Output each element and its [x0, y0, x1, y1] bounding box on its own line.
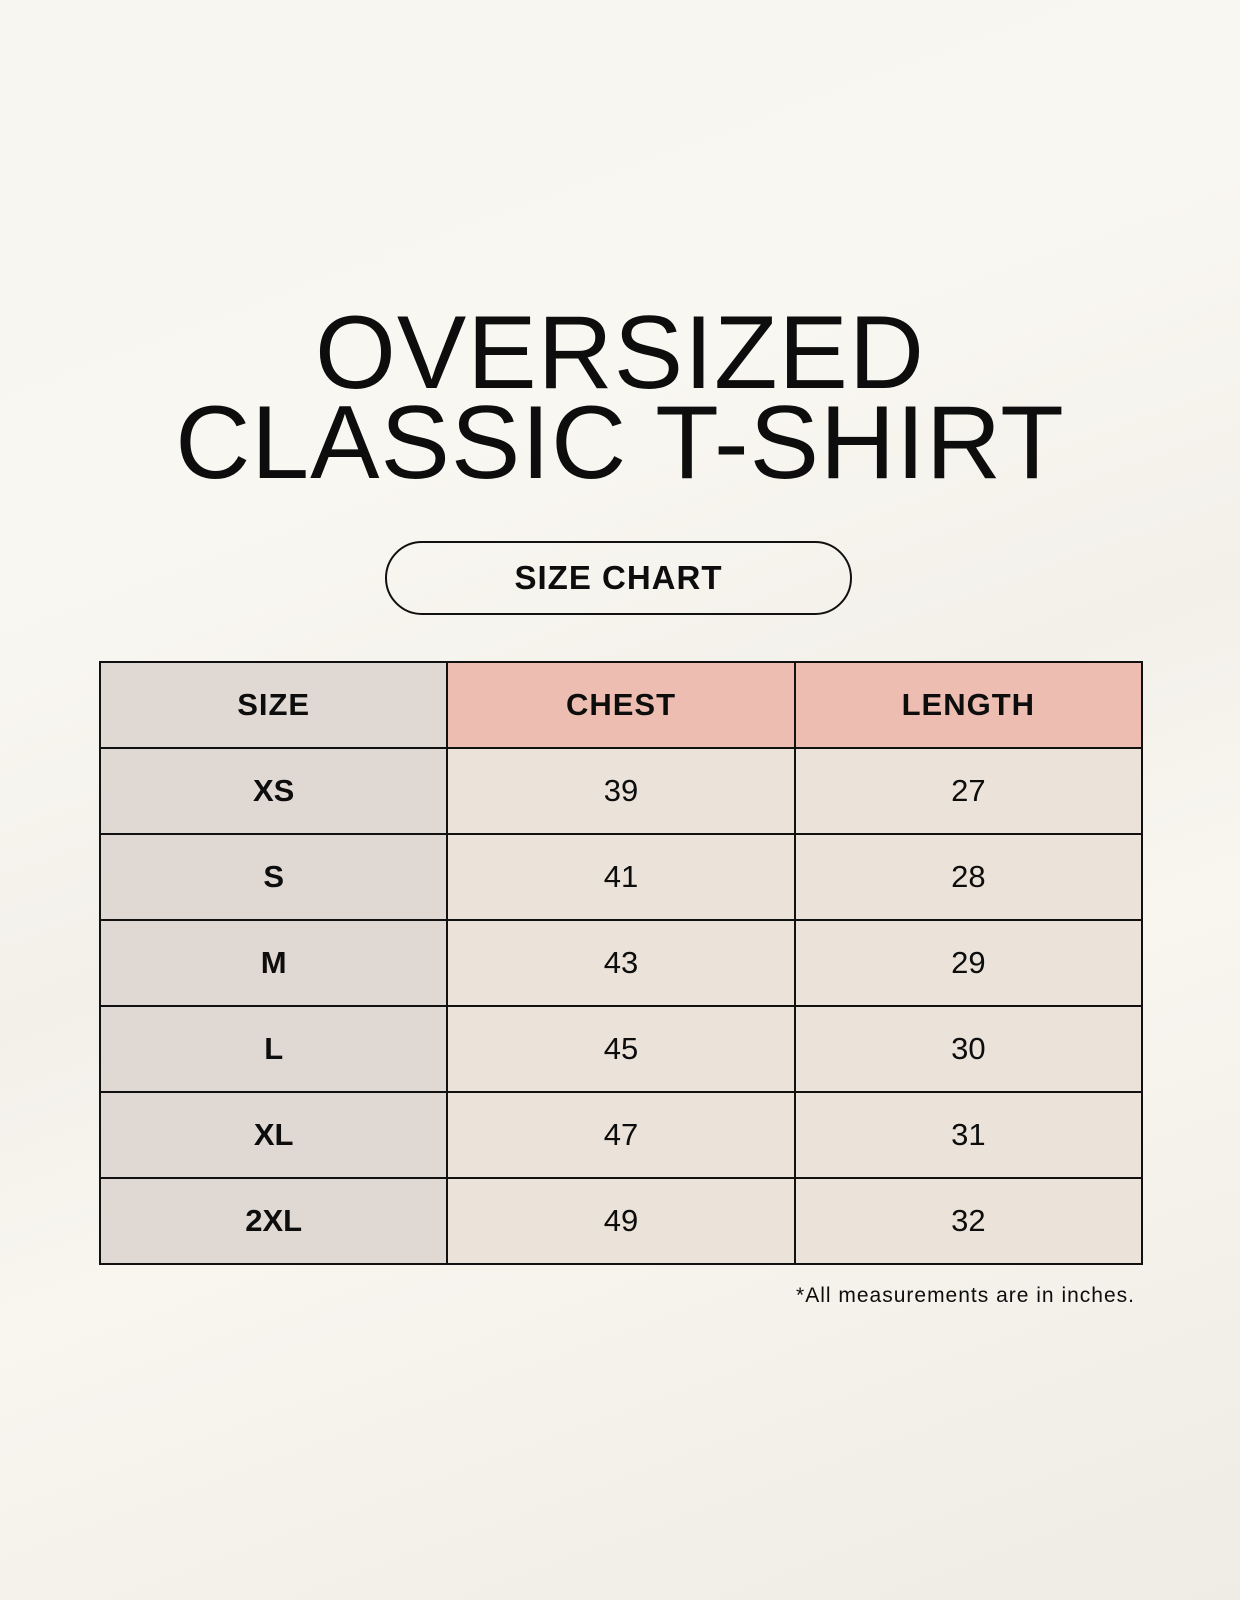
table-row: XS 39 27 [98, 747, 1144, 835]
title-line-2: CLASSIC T-SHIRT [175, 385, 1065, 501]
size-table: SIZE CHEST LENGTH XS 39 27 S 41 28 M 43 29 L 45 30 X… [98, 661, 1144, 1265]
table-header-row: SIZE CHEST LENGTH [98, 661, 1144, 749]
size-cell: M [98, 919, 449, 1007]
size-chart-badge: SIZE CHART [385, 541, 852, 615]
chest-cell: 45 [446, 1005, 796, 1093]
size-cell: 2XL [98, 1177, 449, 1265]
table-row: L 45 30 [98, 1005, 1144, 1093]
page-title: OVERSIZED CLASSIC T-SHIRT [0, 295, 1240, 501]
table-row: 2XL 49 32 [98, 1177, 1144, 1265]
table-row: XL 47 31 [98, 1091, 1144, 1179]
chest-cell: 39 [446, 747, 796, 835]
size-cell: XL [98, 1091, 449, 1179]
table-row: S 41 28 [98, 833, 1144, 921]
length-cell: 31 [793, 1091, 1144, 1179]
length-cell: 29 [793, 919, 1144, 1007]
header-size: SIZE [98, 661, 449, 749]
chest-cell: 41 [446, 833, 796, 921]
length-cell: 30 [793, 1005, 1144, 1093]
header-length: LENGTH [793, 661, 1144, 749]
footnote: *All measurements are in inches. [796, 1284, 1135, 1307]
length-cell: 28 [793, 833, 1144, 921]
chest-cell: 43 [446, 919, 796, 1007]
size-cell: S [98, 833, 449, 921]
title-line-1: OVERSIZED [315, 295, 925, 411]
size-cell: XS [98, 747, 449, 835]
size-cell: L [98, 1005, 449, 1093]
length-cell: 32 [793, 1177, 1144, 1265]
chest-cell: 49 [446, 1177, 796, 1265]
header-chest: CHEST [446, 661, 796, 749]
length-cell: 27 [793, 747, 1144, 835]
chest-cell: 47 [446, 1091, 796, 1179]
table-row: M 43 29 [98, 919, 1144, 1007]
